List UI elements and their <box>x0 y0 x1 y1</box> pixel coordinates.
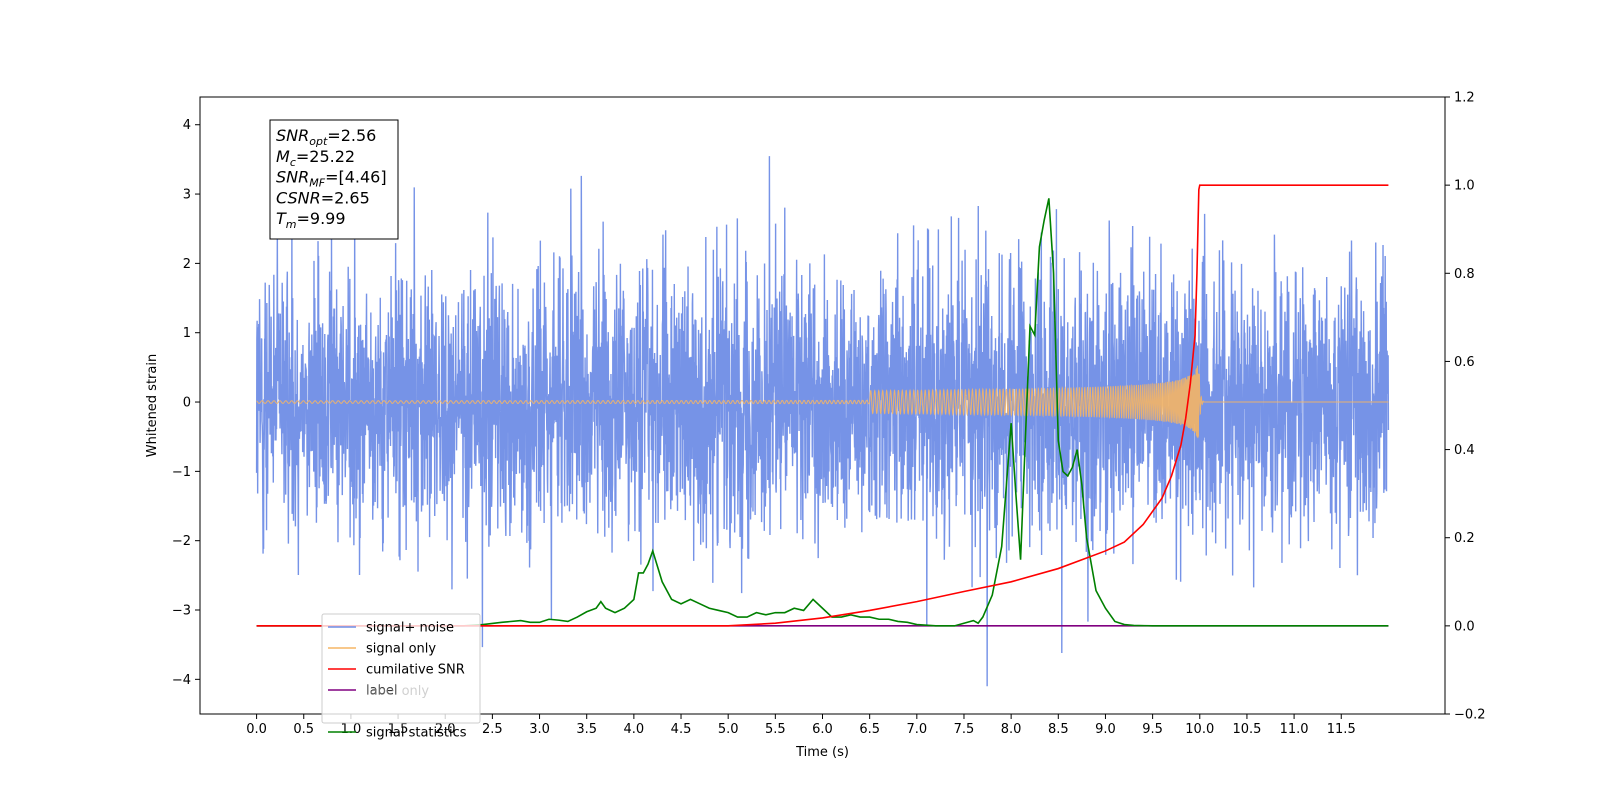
y-right-tick-label: 0.4 <box>1454 443 1475 458</box>
y-axis-label: Whitened strain <box>145 354 160 457</box>
y-left-tick-label: 0 <box>183 396 191 411</box>
y-axis-left: 4 3 2 1 0 −1 −2 −3 −4 <box>172 118 200 688</box>
x-tick-label: 11.5 <box>1327 722 1356 737</box>
x-tick-label: 5.5 <box>765 722 786 737</box>
x-tick-label: 2.5 <box>482 722 503 737</box>
x-tick-label: 4.0 <box>624 722 645 737</box>
stats-line: Tm=9.99 <box>276 209 346 231</box>
y-left-tick-label: −1 <box>172 465 191 480</box>
signal-noise-line <box>255 156 1390 687</box>
y-right-tick-label: 1.2 <box>1454 91 1475 106</box>
x-tick-label: 1.0 <box>341 722 362 737</box>
signal-only-line <box>256 365 1389 439</box>
x-tick-label: 3.0 <box>529 722 550 737</box>
cumilative-snr-line <box>256 184 1389 627</box>
x-tick-label: 9.5 <box>1142 722 1163 737</box>
legend: signal+ noise signal only cumilative SNR la… <box>321 613 481 741</box>
x-tick-label: 10.5 <box>1232 722 1261 737</box>
x-tick-label: 0.5 <box>293 722 314 737</box>
y-right-tick-label: 0.8 <box>1454 267 1475 282</box>
signal-only-series <box>256 365 1389 439</box>
stats-line: Mc=25.22 <box>276 147 355 169</box>
y-axis-right: 1.2 1.0 0.8 0.6 0.4 0.2 0.0 −0.2 <box>1445 91 1486 723</box>
stats-line: SNRMF=[4.46] <box>276 168 387 190</box>
legend-entry: signal+ noise <box>366 621 454 636</box>
x-tick-label: 0.0 <box>246 722 267 737</box>
y-left-tick-label: −3 <box>172 604 191 619</box>
stats-line: CSNR=2.65 <box>276 188 370 207</box>
x-tick-label: 6.0 <box>812 722 833 737</box>
x-axis: 0.0 0.5 1.0 1.5 2.0 2.5 3.0 3.5 4.0 4.5 5.0 5.5 6.0 6… <box>246 714 1356 737</box>
x-tick-label: 9.0 <box>1095 722 1116 737</box>
y-left-tick-label: −2 <box>172 534 191 549</box>
y-right-tick-label: 0.0 <box>1454 619 1475 634</box>
y-right-tick-label: 0.6 <box>1454 355 1475 370</box>
x-tick-label: 4.5 <box>671 722 692 737</box>
legend-entry: signal only <box>366 642 436 657</box>
x-tick-label: 8.5 <box>1048 722 1069 737</box>
stats-box-frame <box>269 119 399 240</box>
x-axis-label: Time (s) <box>795 745 849 760</box>
y-right-tick-label: 1.0 <box>1454 179 1475 194</box>
y-left-tick-label: 4 <box>183 118 191 133</box>
y-right-tick-label: −0.2 <box>1454 708 1486 723</box>
x-tick-label: 11.0 <box>1280 722 1309 737</box>
y-left-tick-label: 2 <box>183 257 191 272</box>
legend-entry: label <box>366 684 397 699</box>
y-left-tick-label: 3 <box>183 188 191 203</box>
x-tick-label: 1.5 <box>388 722 409 737</box>
stats-annotation-box: SNRopt=2.56Mc=25.22SNRMF=[4.46]CSNR=2.65… <box>269 119 399 240</box>
legend-frame <box>321 613 481 724</box>
x-tick-label: 10.0 <box>1185 722 1214 737</box>
y-left-tick-label: −4 <box>172 673 191 688</box>
noise-series <box>255 156 1390 687</box>
legend-entry: label only <box>366 684 429 699</box>
x-tick-label: 3.5 <box>576 722 597 737</box>
x-tick-label: 6.5 <box>859 722 880 737</box>
x-tick-label: 8.0 <box>1001 722 1022 737</box>
x-tick-label: 7.5 <box>954 722 975 737</box>
y-right-tick-label: 0.2 <box>1454 531 1475 546</box>
y-left-tick-label: 1 <box>183 326 191 341</box>
x-tick-label: 5.0 <box>718 722 739 737</box>
legend-entry: signal statistics <box>366 726 467 741</box>
x-tick-label: 7.0 <box>906 722 927 737</box>
x-tick-label: 2.0 <box>435 722 456 737</box>
legend-entry: cumilative SNR <box>366 663 465 678</box>
stats-line: SNRopt=2.56 <box>276 126 376 148</box>
